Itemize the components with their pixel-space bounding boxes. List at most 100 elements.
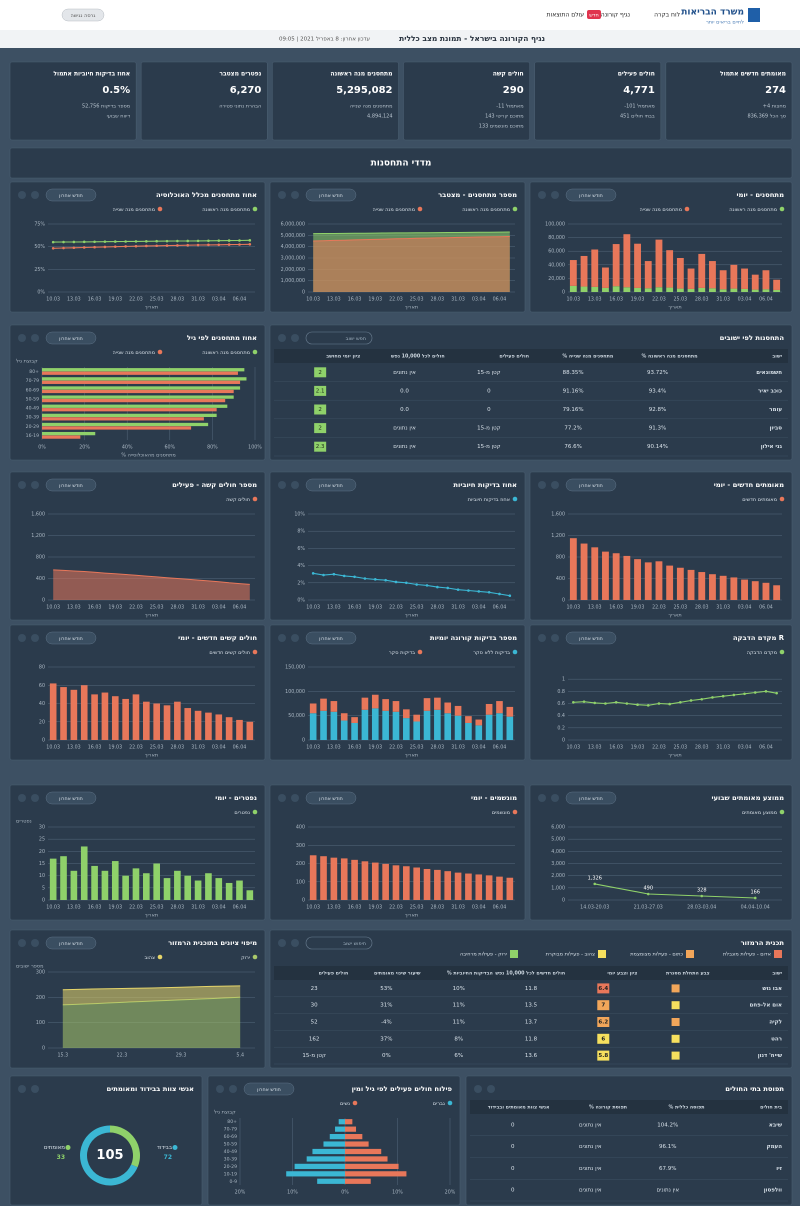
download-icon[interactable] — [278, 939, 286, 947]
period-button-text[interactable]: חודש אחרון — [257, 1088, 281, 1093]
download-icon[interactable] — [18, 1085, 26, 1093]
period-button[interactable] — [565, 188, 617, 202]
download-icon[interactable] — [18, 939, 26, 947]
period-button-text[interactable]: חודש אחרון — [59, 797, 83, 802]
share-icon[interactable] — [551, 634, 559, 642]
download-icon[interactable] — [538, 634, 546, 642]
cell: 0% — [382, 1053, 391, 1059]
search-placeholder[interactable]: חיפוש ישוב — [343, 941, 366, 947]
period-button-text[interactable]: חודש אחרון — [319, 637, 343, 642]
x-axis-label: תאריך — [668, 753, 681, 759]
period-button-text[interactable]: חודש אחרון — [59, 337, 83, 342]
share-icon[interactable] — [31, 334, 39, 342]
download-icon[interactable] — [278, 191, 286, 199]
period-button-text[interactable]: חודש אחרון — [319, 194, 343, 199]
donut-value: 72 — [164, 1154, 172, 1161]
download-icon[interactable] — [18, 634, 26, 642]
period-button-text[interactable]: חודש אחרון — [319, 484, 343, 489]
period-button[interactable] — [45, 331, 97, 345]
download-icon[interactable] — [278, 634, 286, 642]
nav-item[interactable]: נגיף קורונה — [601, 12, 630, 19]
nav-item[interactable]: עולם התוצאות — [547, 12, 585, 19]
bar — [392, 701, 400, 712]
download-icon[interactable] — [474, 1085, 482, 1093]
x-tick-label: 28.03 — [431, 745, 445, 751]
share-icon[interactable] — [487, 1085, 495, 1093]
legend-label: נשים — [340, 1101, 350, 1107]
period-button[interactable] — [45, 791, 97, 805]
area-fill — [62, 985, 241, 1005]
y-axis-label: קבוצת גיל — [16, 359, 38, 365]
period-button[interactable] — [305, 791, 357, 805]
share-icon[interactable] — [291, 481, 299, 489]
download-icon[interactable] — [538, 191, 546, 199]
y-tick-label: 0 — [302, 898, 305, 904]
download-icon[interactable] — [216, 1085, 224, 1093]
period-button-text[interactable]: חודש אחרון — [319, 797, 343, 802]
search-box[interactable] — [305, 331, 373, 345]
period-button[interactable] — [305, 188, 357, 202]
period-button-text[interactable]: חודש אחרון — [579, 484, 603, 489]
kpi-label: חולים פעילים — [618, 71, 655, 78]
share-icon[interactable] — [291, 334, 299, 342]
period-button[interactable] — [45, 188, 97, 202]
download-icon[interactable] — [278, 334, 286, 342]
nav-item[interactable]: לוח בקרה — [654, 12, 680, 19]
download-icon[interactable] — [538, 481, 546, 489]
share-icon[interactable] — [31, 794, 39, 802]
share-icon[interactable] — [291, 939, 299, 947]
period-button[interactable] — [45, 936, 97, 950]
x-tick-label: 19.03 — [108, 905, 122, 911]
period-button-text[interactable]: חודש אחרון — [579, 797, 603, 802]
search-box[interactable] — [305, 936, 373, 950]
accessible-button[interactable] — [61, 8, 105, 22]
download-icon[interactable] — [278, 794, 286, 802]
chart-title: מספר מתחסנים - מצטבר — [438, 191, 517, 199]
period-button[interactable] — [565, 631, 617, 645]
download-icon[interactable] — [18, 794, 26, 802]
search-placeholder[interactable]: חפש ישוב — [346, 336, 366, 342]
line — [594, 883, 756, 899]
y-tick-label: 60 — [39, 683, 45, 689]
share-icon[interactable] — [31, 481, 39, 489]
period-button-text[interactable]: חודש אחרון — [59, 484, 83, 489]
download-icon[interactable] — [18, 481, 26, 489]
share-icon[interactable] — [31, 939, 39, 947]
share-icon[interactable] — [291, 794, 299, 802]
share-icon[interactable] — [31, 634, 39, 642]
download-icon[interactable] — [538, 794, 546, 802]
period-button[interactable] — [565, 791, 617, 805]
download-icon[interactable] — [18, 191, 26, 199]
period-button[interactable] — [305, 631, 357, 645]
line-point — [508, 594, 512, 597]
accessible-button-text[interactable]: גרסה נגישה — [71, 13, 96, 19]
share-icon[interactable] — [291, 634, 299, 642]
x-tick-label: 13.03 — [67, 905, 81, 911]
share-icon[interactable] — [31, 1085, 39, 1093]
share-icon[interactable] — [551, 794, 559, 802]
period-button-text[interactable]: חודש אחרון — [59, 194, 83, 199]
period-button-text[interactable]: חודש אחרון — [59, 942, 83, 947]
period-button[interactable] — [45, 631, 97, 645]
period-button-text[interactable]: חודש אחרון — [59, 637, 83, 642]
line-point — [103, 240, 107, 243]
download-icon[interactable] — [278, 481, 286, 489]
period-button[interactable] — [243, 1082, 295, 1096]
cell: 0 — [511, 1188, 515, 1194]
period-button[interactable] — [45, 478, 97, 492]
share-icon[interactable] — [551, 191, 559, 199]
y-tick-label: 10% — [294, 512, 305, 518]
period-button[interactable] — [305, 478, 357, 492]
y-tick-label: 400 — [296, 825, 305, 831]
period-button-text[interactable]: חודש אחרון — [579, 194, 603, 199]
share-icon[interactable] — [551, 481, 559, 489]
share-icon[interactable] — [291, 191, 299, 199]
period-button[interactable] — [565, 478, 617, 492]
share-icon[interactable] — [229, 1085, 237, 1093]
bar — [163, 878, 171, 900]
period-button-text[interactable]: חודש אחרון — [579, 637, 603, 642]
download-icon[interactable] — [18, 334, 26, 342]
bar — [666, 250, 674, 288]
share-icon[interactable] — [31, 191, 39, 199]
kpi-sub: מתוכם קריטי 143 — [485, 114, 524, 120]
